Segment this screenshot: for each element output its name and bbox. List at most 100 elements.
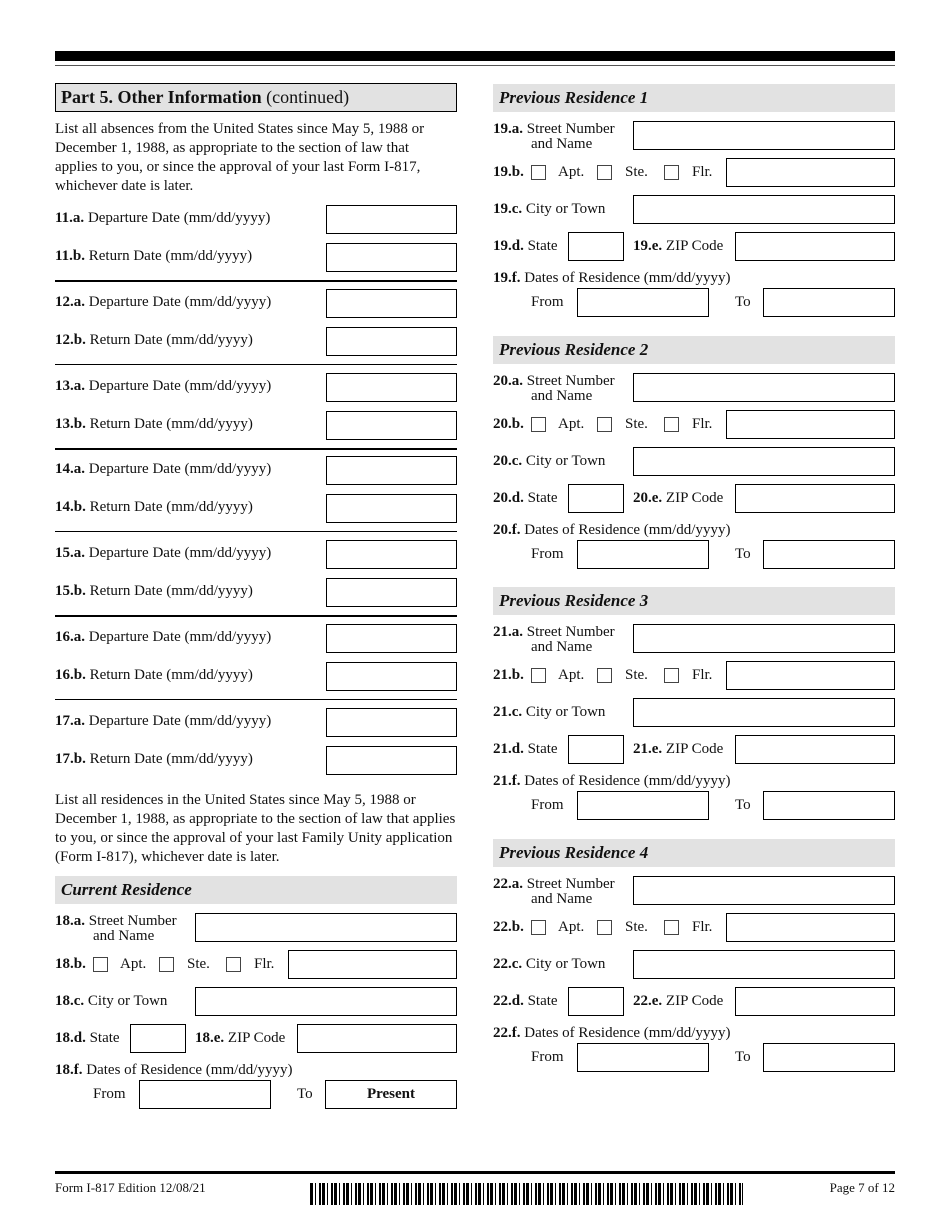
return-date-input[interactable]: [326, 745, 457, 775]
return-date-label-num: 16.b.: [55, 667, 86, 683]
unit-label-num: 21.b.: [493, 667, 524, 683]
departure-date-input[interactable]: [326, 372, 457, 402]
street-input[interactable]: [633, 121, 895, 150]
departure-date-label-num: 11.a.: [55, 210, 85, 226]
zip-input[interactable]: [297, 1024, 457, 1053]
ste-checkbox[interactable]: [597, 416, 612, 432]
ste-label: Ste.: [187, 956, 210, 972]
city-input[interactable]: [633, 949, 895, 979]
from-date-input[interactable]: [577, 539, 709, 569]
to-date-input[interactable]: [763, 1042, 895, 1072]
flr-checkbox[interactable]: [664, 416, 679, 432]
dates-label-num: 18.f.: [55, 1062, 83, 1078]
dates-label-num: 22.f.: [493, 1024, 521, 1041]
return-date-input[interactable]: [326, 494, 457, 524]
city-label-text: City or Town: [525, 452, 606, 469]
flr-checkbox[interactable]: [664, 919, 679, 935]
return-date-input[interactable]: [326, 243, 457, 272]
state-input[interactable]: [568, 735, 624, 764]
to-date-input[interactable]: [763, 539, 895, 569]
ste-checkbox[interactable]: [597, 165, 612, 180]
city-input[interactable]: [633, 195, 895, 224]
unit-number-input[interactable]: [726, 661, 895, 690]
apt-checkbox[interactable]: [531, 165, 546, 180]
from-date-input[interactable]: [577, 288, 709, 317]
unit-number-input[interactable]: [726, 158, 895, 187]
ste-checkbox[interactable]: [597, 668, 612, 683]
state-label: 18.d. State: [55, 1030, 120, 1046]
state-label-text: State: [527, 238, 558, 254]
city-input[interactable]: [633, 698, 895, 727]
street-label-text: Street Number: [526, 121, 615, 137]
departure-date-label-num: 12.a.: [55, 293, 85, 310]
return-date-input[interactable]: [326, 326, 457, 356]
apt-checkbox[interactable]: [93, 957, 108, 972]
apt-checkbox[interactable]: [531, 668, 546, 683]
section-divider: [55, 699, 457, 700]
return-date-label: 13.b. Return Date (mm/dd/yyyy): [55, 416, 253, 432]
zip-input[interactable]: [735, 232, 895, 261]
flr-checkbox[interactable]: [664, 165, 679, 180]
state-label-num: 18.d.: [55, 1030, 86, 1046]
street-label-num: 22.a.: [493, 875, 523, 892]
street-input[interactable]: [633, 624, 895, 653]
zip-label: 18.e. ZIP Code: [195, 1030, 285, 1046]
return-date-label-text: Return Date (mm/dd/yyyy): [89, 583, 253, 600]
footer-page: Page 7 of 12: [829, 1180, 895, 1195]
return-date-label-num: 17.b.: [55, 750, 86, 767]
city-label-text: City or Town: [525, 704, 606, 720]
zip-input[interactable]: [735, 986, 895, 1016]
flr-checkbox[interactable]: [664, 668, 679, 683]
zip-input[interactable]: [735, 735, 895, 764]
to-date-input[interactable]: [763, 288, 895, 317]
apt-checkbox[interactable]: [531, 919, 546, 935]
departure-date-input[interactable]: [326, 624, 457, 653]
street-label-num: 19.a.: [493, 121, 523, 137]
unit-number-input[interactable]: [726, 409, 895, 439]
departure-date-label: 15.a. Departure Date (mm/dd/yyyy): [55, 545, 271, 561]
state-input[interactable]: [568, 232, 624, 261]
apt-checkbox[interactable]: [531, 416, 546, 432]
departure-date-input[interactable]: [326, 456, 457, 486]
return-date-label: 14.b. Return Date (mm/dd/yyyy): [55, 499, 253, 515]
street-label-text: Street Number: [526, 372, 615, 389]
from-label: From: [531, 294, 564, 310]
street-input[interactable]: [195, 913, 457, 942]
to-date-input[interactable]: [763, 791, 895, 820]
state-input[interactable]: [568, 483, 624, 513]
departure-date-input[interactable]: [326, 540, 457, 570]
unit-number-input[interactable]: [726, 912, 895, 942]
state-label-text: State: [527, 489, 558, 506]
unit-label-num: 22.b.: [493, 918, 524, 935]
flr-checkbox[interactable]: [226, 957, 241, 972]
state-input[interactable]: [130, 1024, 186, 1053]
return-date-input[interactable]: [326, 662, 457, 691]
zip-label-text: ZIP Code: [665, 741, 724, 757]
departure-date-input[interactable]: [326, 707, 457, 737]
street-label-line2: and Name: [531, 136, 593, 152]
dates-label-num: 20.f.: [493, 521, 521, 538]
unit-number-input[interactable]: [288, 950, 457, 979]
state-input[interactable]: [568, 986, 624, 1016]
departure-date-input[interactable]: [326, 288, 457, 318]
city-input[interactable]: [633, 446, 895, 476]
from-date-input[interactable]: [577, 791, 709, 820]
return-date-input[interactable]: [326, 410, 457, 440]
return-date-input[interactable]: [326, 578, 457, 608]
zip-input[interactable]: [735, 483, 895, 513]
ste-checkbox[interactable]: [597, 919, 612, 935]
zip-label-text: ZIP Code: [665, 992, 724, 1009]
state-label-num: 19.d.: [493, 238, 524, 254]
departure-date-input[interactable]: [326, 205, 457, 234]
street-label-text: Street Number: [526, 624, 615, 640]
zip-label: 21.e. ZIP Code: [633, 741, 723, 757]
state-label: 19.d. State: [493, 238, 558, 254]
city-input[interactable]: [195, 987, 457, 1016]
from-date-input[interactable]: [577, 1042, 709, 1072]
from-date-input[interactable]: [139, 1080, 271, 1109]
street-input[interactable]: [633, 875, 895, 905]
street-input[interactable]: [633, 372, 895, 402]
section-divider: [55, 615, 457, 618]
ste-checkbox[interactable]: [159, 957, 174, 972]
part-suffix: (continued): [266, 87, 350, 107]
